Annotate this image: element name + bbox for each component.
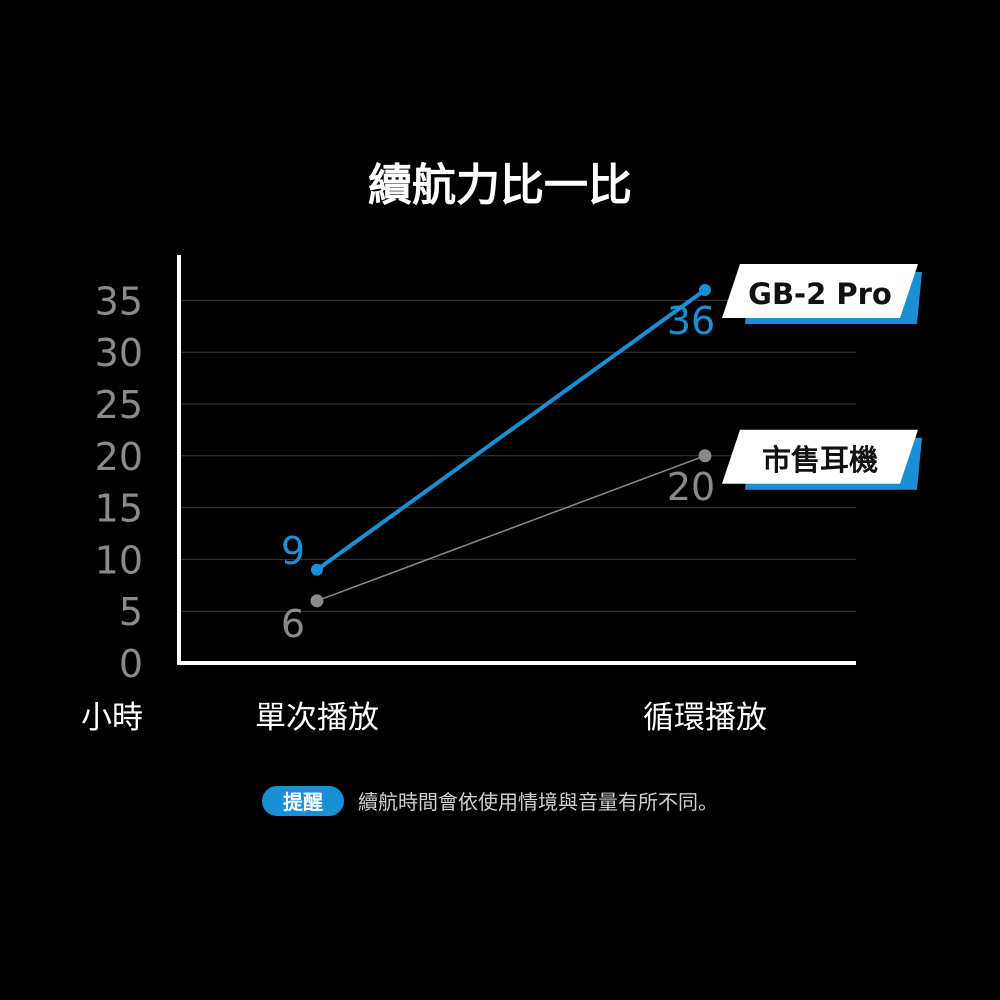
y-tick-label: 0 — [119, 642, 143, 686]
legend: GB-2 Pro 市售耳機 — [722, 264, 922, 490]
note: 提醒 續航時間會依使用情境與音量有所不同。 — [262, 786, 718, 816]
y-tick-label: 35 — [95, 279, 143, 323]
series-lines: 6 20 9 36 — [281, 284, 715, 646]
y-tick-label: 15 — [95, 487, 143, 531]
data-label: 6 — [281, 602, 305, 646]
legend-label: 市售耳機 — [762, 443, 878, 477]
data-label: 9 — [281, 529, 305, 573]
y-axis-ticks: 0 5 10 15 20 25 30 35 — [95, 279, 143, 686]
note-badge-label: 提醒 — [283, 790, 323, 814]
note-text: 續航時間會依使用情境與音量有所不同。 — [358, 790, 718, 814]
x-category-label: 單次播放 — [255, 700, 379, 736]
data-point — [699, 284, 711, 297]
y-tick-label: 20 — [95, 435, 143, 479]
axes — [177, 255, 856, 665]
y-tick-label: 5 — [119, 590, 143, 634]
data-label: 36 — [667, 299, 715, 343]
data-label: 20 — [667, 465, 715, 509]
note-badge — [262, 786, 344, 816]
legend-tag — [722, 429, 918, 484]
y-tick-label: 30 — [95, 331, 143, 375]
legend-label: GB-2 Pro — [748, 277, 892, 311]
grid-lines — [179, 299, 856, 612]
chart-title: 續航力比一比 — [368, 160, 632, 211]
y-tick-label: 25 — [95, 383, 143, 427]
data-point — [698, 449, 712, 463]
x-axis-categories: 單次播放 循環播放 — [255, 700, 767, 736]
data-point — [310, 594, 324, 608]
legend-item: 市售耳機 — [722, 429, 922, 490]
y-axis-unit-label: 小時 — [81, 700, 143, 736]
series-line — [315, 288, 707, 572]
data-point — [311, 563, 323, 576]
y-tick-label: 10 — [95, 538, 143, 582]
series-line — [316, 455, 706, 602]
legend-tag — [722, 264, 918, 319]
x-category-label: 循環播放 — [643, 700, 767, 736]
legend-item: GB-2 Pro — [722, 264, 922, 325]
